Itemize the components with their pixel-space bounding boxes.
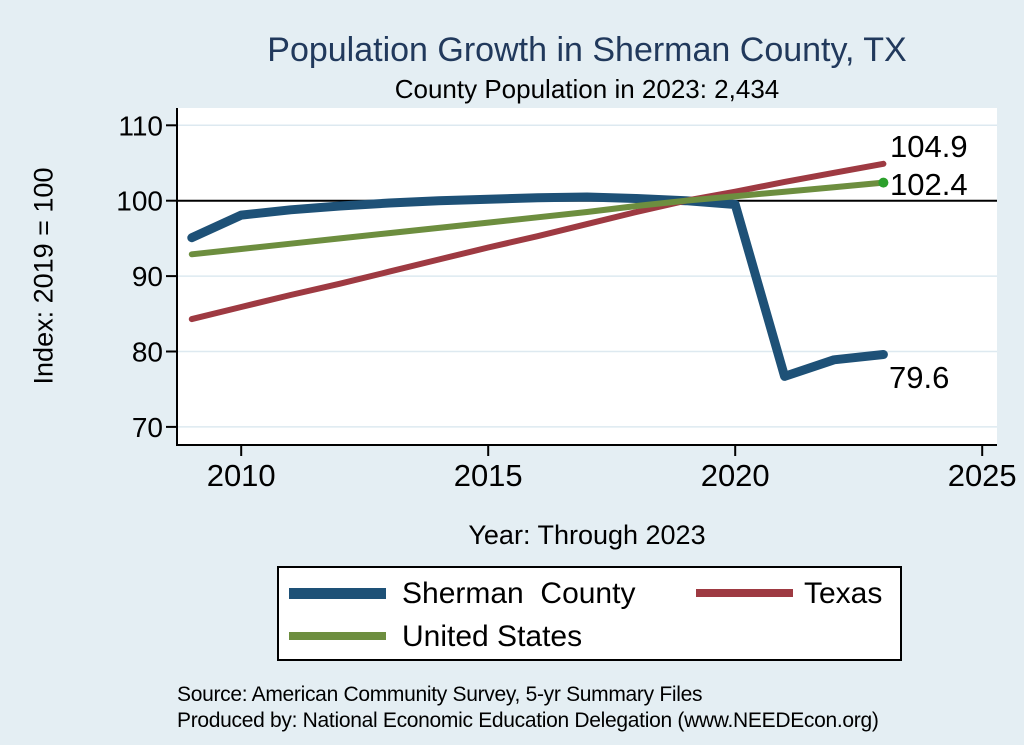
legend-swatch-united-states bbox=[289, 632, 386, 640]
x-axis-title: Year: Through 2023 bbox=[468, 520, 706, 550]
footer: Source: American Community Survey, 5-yr … bbox=[177, 682, 879, 734]
x-tick-label: 2015 bbox=[454, 458, 523, 493]
legend-label-texas: Texas bbox=[804, 577, 883, 610]
series-line bbox=[188, 179, 887, 258]
legend-swatch-texas bbox=[696, 589, 793, 597]
end-marker-dot bbox=[878, 177, 889, 188]
legend-swatch-sherman-county bbox=[289, 588, 386, 599]
chart-title: Population Growth in Sherman County, TX bbox=[267, 31, 907, 69]
end-label-united-states: 102.4 bbox=[890, 167, 968, 202]
x-tick-label: 2010 bbox=[207, 458, 276, 493]
footer-produced-by: Produced by: National Economic Education… bbox=[177, 709, 879, 732]
y-tick-label: 110 bbox=[118, 110, 163, 141]
y-tick-label: 70 bbox=[132, 412, 163, 443]
end-label-texas: 104.9 bbox=[890, 129, 968, 164]
y-tick-label: 80 bbox=[132, 337, 163, 368]
legend-label-sherman-county: Sherman County bbox=[402, 577, 636, 610]
x-tick-label: 2020 bbox=[701, 458, 770, 493]
y-tick-label: 100 bbox=[116, 186, 163, 217]
x-tick-label: 2025 bbox=[948, 458, 1017, 493]
end-label-sherman-county: 79.6 bbox=[889, 360, 949, 395]
footer-source: Source: American Community Survey, 5-yr … bbox=[177, 683, 703, 706]
chart-subtitle: County Population in 2023: 2,434 bbox=[394, 74, 780, 104]
legend: Sherman County Texas United States bbox=[277, 566, 902, 661]
plot-svg: 110 100 90 80 70 2010 2015 2020 2025 104… bbox=[116, 108, 1017, 493]
legend-label-united-states: United States bbox=[402, 620, 583, 653]
series-line bbox=[187, 192, 888, 381]
y-tick-label: 90 bbox=[132, 261, 163, 292]
series-line bbox=[188, 160, 887, 323]
